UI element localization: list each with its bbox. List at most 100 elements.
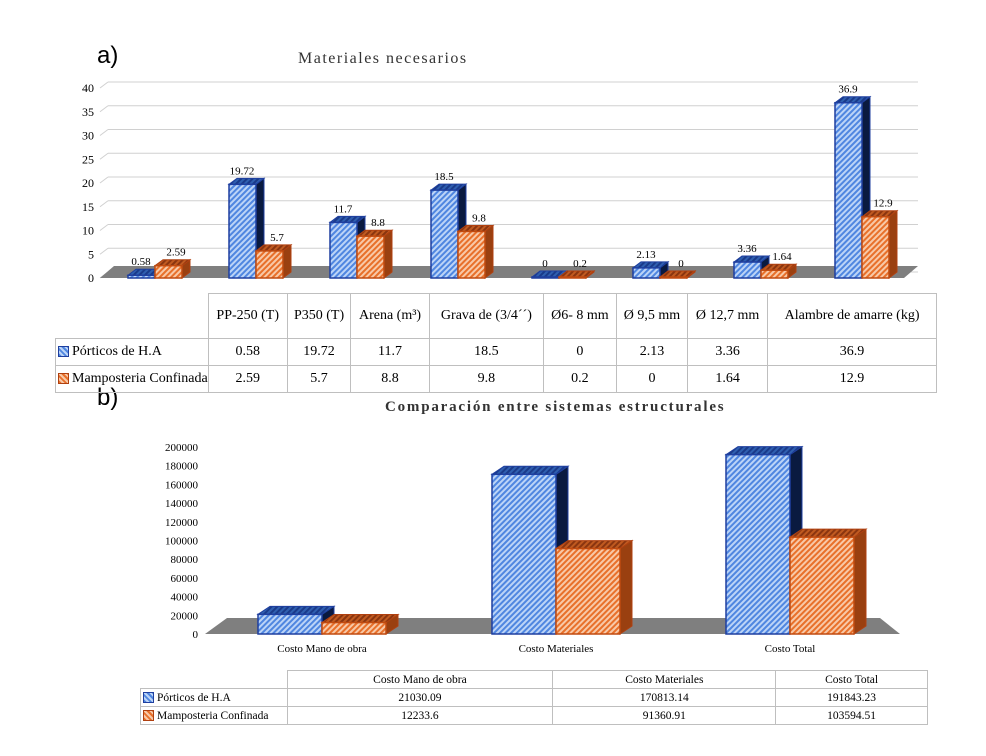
bar-front: [127, 274, 156, 279]
data-label: 11.7: [334, 203, 353, 215]
data-label: 3.36: [737, 243, 757, 255]
bar: [456, 224, 495, 279]
col-header: Ø6- 8 mm: [543, 293, 617, 339]
floor: [100, 266, 918, 278]
data-label: 18.5: [434, 171, 454, 183]
data-label: 9.8: [472, 212, 486, 224]
table-cell: 21030.09: [286, 688, 554, 707]
gridline-depth: [99, 81, 109, 89]
bar: [557, 270, 596, 279]
legend-swatch: [58, 346, 69, 358]
table-cell: 11.7: [350, 338, 430, 366]
y-tick-label: 180000: [165, 461, 199, 473]
y-tick-label: 60000: [171, 573, 199, 585]
legend-entry: Mamposteria Confinada: [55, 365, 209, 393]
col-header: Grava de (3/4´´): [428, 293, 545, 339]
col-header: Arena (m³): [350, 293, 430, 339]
y-tick-label: 20: [82, 176, 94, 190]
data-label: 0: [678, 258, 684, 270]
y-tick-label: 80000: [171, 554, 199, 566]
bar-top: [788, 528, 868, 538]
bar-front: [789, 536, 855, 635]
bar-top: [320, 614, 400, 624]
table-cell: 91360.91: [552, 706, 777, 725]
col-header: Costo Total: [775, 670, 928, 689]
bar: [320, 613, 400, 635]
bar-front: [457, 230, 486, 279]
table-cell: 8.8: [350, 365, 430, 393]
bar-front: [558, 276, 587, 279]
bar: [355, 229, 394, 279]
legend-swatch: [143, 710, 154, 722]
data-label: 2.59: [166, 247, 186, 259]
col-header: Costo Materiales: [552, 670, 777, 689]
bar: [254, 243, 293, 279]
y-tick-label: 35: [82, 105, 94, 119]
gridline-depth: [99, 129, 109, 136]
bar: [490, 465, 570, 635]
table-cell: 0.2: [543, 365, 617, 393]
table-cell: 5.7: [286, 365, 352, 393]
bar-front: [491, 473, 557, 635]
bar-front: [154, 264, 183, 279]
legend-swatch: [58, 373, 69, 385]
gridline-depth: [99, 152, 109, 160]
y-tick-label: 30: [82, 129, 94, 143]
bar-front: [257, 613, 323, 635]
x-tick-label: Costo Mano de obra: [277, 643, 367, 655]
legend-label: Pórticos de H.A: [157, 691, 231, 704]
chart-b-title: Comparación entre sistemas estructurales: [385, 399, 726, 415]
data-label: 8.8: [371, 217, 385, 229]
y-tick-label: 25: [82, 152, 94, 166]
gridline-depth: [99, 105, 109, 113]
bar-front: [834, 101, 863, 279]
data-label: 19.72: [230, 165, 255, 177]
panel-label-a: a): [97, 42, 119, 69]
y-tick-label: 10: [82, 224, 94, 238]
table-cell: 3.36: [687, 338, 769, 366]
bar-side: [853, 528, 867, 635]
y-tick-label: 5: [88, 247, 94, 261]
col-header: Costo Mano de obra: [286, 670, 554, 689]
bar-front: [725, 453, 791, 635]
bar-front: [733, 261, 762, 279]
table-cell: 36.9: [767, 338, 937, 366]
table-row: Mamposteria Confinada 12233.6 91360.91 1035…: [140, 706, 928, 725]
legend-label: Mamposteria Confinada: [157, 709, 269, 722]
table-cell: 12233.6: [286, 706, 554, 725]
y-tick-label: 15: [82, 200, 94, 214]
y-tick-label: 0: [193, 629, 199, 641]
table-cell: 191843.23: [775, 688, 928, 707]
bar-side: [383, 229, 393, 279]
table-cell: 170813.14: [552, 688, 777, 707]
data-label: 0.58: [131, 256, 151, 268]
bar-front: [861, 215, 890, 279]
bar-front: [659, 276, 688, 279]
bar-top: [554, 540, 634, 550]
bar-front: [632, 267, 661, 279]
data-label: 36.9: [838, 84, 858, 96]
bar-front: [329, 221, 358, 279]
bar: [788, 528, 868, 635]
x-tick-label: Costo Materiales: [519, 643, 594, 655]
data-label: 0.2: [573, 258, 587, 270]
col-header: P350 (T): [286, 293, 352, 339]
table-cell: 2.59: [207, 365, 288, 393]
legend-label: Mamposteria Confinada: [72, 371, 208, 386]
bar-front: [255, 250, 284, 279]
y-tick-label: 40000: [171, 592, 199, 604]
bar-top: [490, 465, 570, 475]
bar-front: [430, 189, 459, 279]
data-label: 2.13: [636, 249, 656, 261]
bar: [554, 539, 634, 635]
table-row: Pórticos de H.A 0.58 19.72 11.7 18.5 0 2.13 3.3…: [55, 338, 937, 366]
data-label: 1.64: [772, 251, 792, 263]
table-cell: 19.72: [286, 338, 352, 366]
bar-front: [321, 621, 387, 635]
table-cell: 0: [543, 338, 617, 366]
y-tick-label: 160000: [165, 479, 199, 491]
col-header: PP-250 (T): [207, 293, 288, 339]
gridline-depth: [99, 247, 109, 255]
